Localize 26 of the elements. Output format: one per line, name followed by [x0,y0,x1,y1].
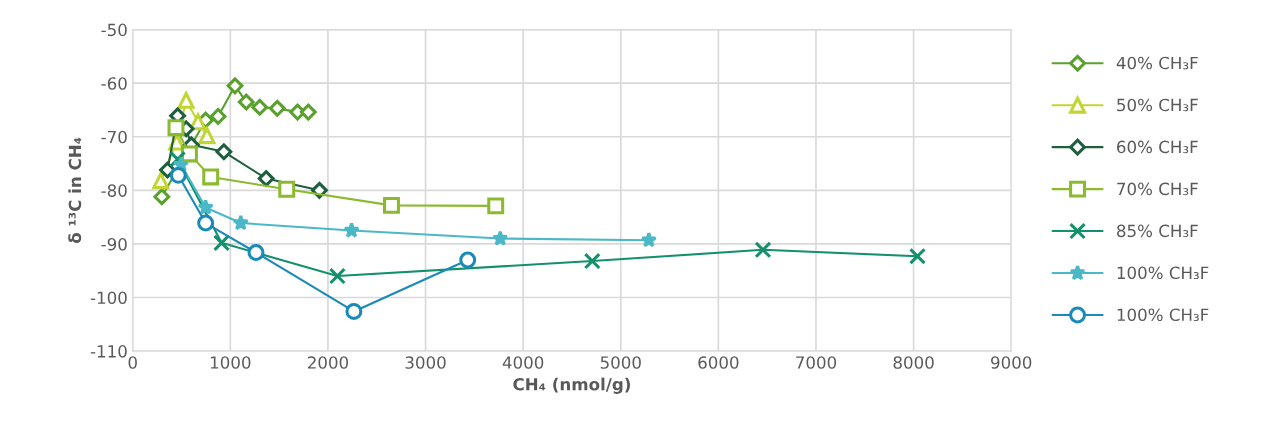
x-tick-label: 1000 [210,356,251,369]
x-tick-label: 3000 [405,356,446,369]
x-tick-label: 5000 [600,356,641,369]
y-tick-label: -110 [90,345,127,358]
legend-label: 85% CH₃F [1117,224,1198,238]
y-tick-label: -50 [101,23,127,37]
legend-label: 100% CH₃F [1117,266,1209,280]
x-tick-label: 6000 [698,356,739,369]
y-tick-label: -80 [101,184,127,197]
x-tick-label: 9000 [991,356,1032,369]
y-tick-label: -100 [90,291,127,305]
y-axis-title: δ ¹³C in CH₄ [68,137,82,243]
x-tick-label: 2000 [307,356,349,369]
y-tick-label: -60 [101,77,127,90]
legend-label: 60% CH₃F [1117,140,1198,154]
legend-label: 40% CH₃F [1116,56,1198,70]
legend-label: 70% CH₃F [1117,182,1198,196]
x-tick-label: 8000 [893,356,934,369]
x-tick-label: 7000 [796,356,837,369]
legend-label: 50% CH₃F [1117,98,1198,112]
x-axis-title: CH₄ (nmol/g) [513,377,630,394]
y-tick-label: -90 [101,237,127,251]
x-tick-label: 0 [128,356,137,369]
y-tick-label: -70 [101,130,127,144]
legend-label: 100% CH₃F [1117,308,1209,322]
x-tick-label: 4000 [502,356,544,369]
